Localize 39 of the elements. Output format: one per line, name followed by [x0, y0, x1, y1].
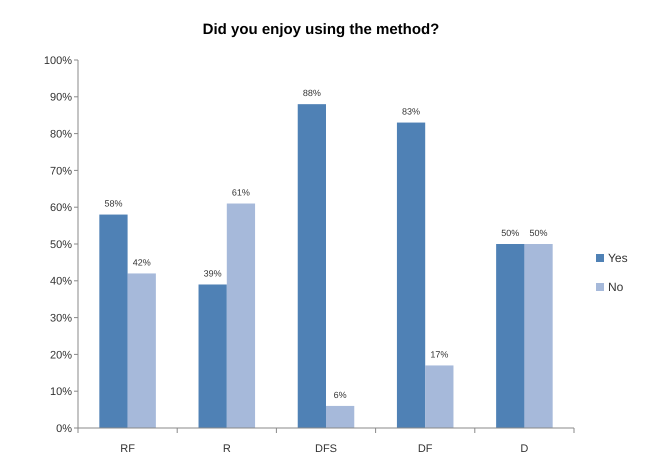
bar [496, 244, 524, 428]
data-label: 17% [430, 349, 448, 360]
x-tick-label: DF [418, 443, 433, 455]
y-tick-label: 60% [50, 202, 72, 214]
bar [425, 365, 454, 428]
data-label: 42% [132, 257, 151, 268]
bar [226, 204, 256, 428]
y-tick-label: 90% [50, 92, 72, 104]
x-tick-label: RF [120, 443, 136, 455]
legend-label: Yes [608, 251, 628, 265]
bar [99, 214, 128, 428]
x-tick-label: D [520, 443, 528, 455]
bar [326, 406, 354, 428]
data-label: 50% [530, 228, 548, 238]
bar [198, 284, 227, 428]
y-tick-label: 20% [50, 349, 72, 362]
y-tick-label: 0% [56, 422, 72, 435]
data-label: 88% [302, 88, 321, 98]
data-label: 83% [402, 106, 420, 117]
x-tick-label: R [222, 443, 231, 455]
chart-title: Did you enjoy using the method? [202, 21, 440, 38]
y-tick-label: 30% [50, 312, 72, 324]
data-label: 61% [232, 188, 250, 198]
y-tick-label: 40% [50, 276, 72, 288]
y-tick-label: 50% [50, 238, 72, 251]
data-label: 50% [501, 228, 520, 238]
bar [524, 244, 553, 428]
y-tick-label: 10% [50, 386, 72, 398]
bar [298, 104, 326, 428]
y-tick-label: 70% [50, 165, 72, 178]
bar [128, 273, 156, 428]
data-label: 58% [104, 198, 122, 209]
bar [396, 122, 426, 428]
data-label: 39% [204, 268, 222, 278]
legend-label: No [608, 280, 624, 294]
y-tick-label: 80% [50, 128, 72, 140]
x-tick-label: DFS [315, 443, 337, 455]
y-tick-label: 100% [44, 54, 72, 67]
data-label: 6% [334, 390, 347, 400]
